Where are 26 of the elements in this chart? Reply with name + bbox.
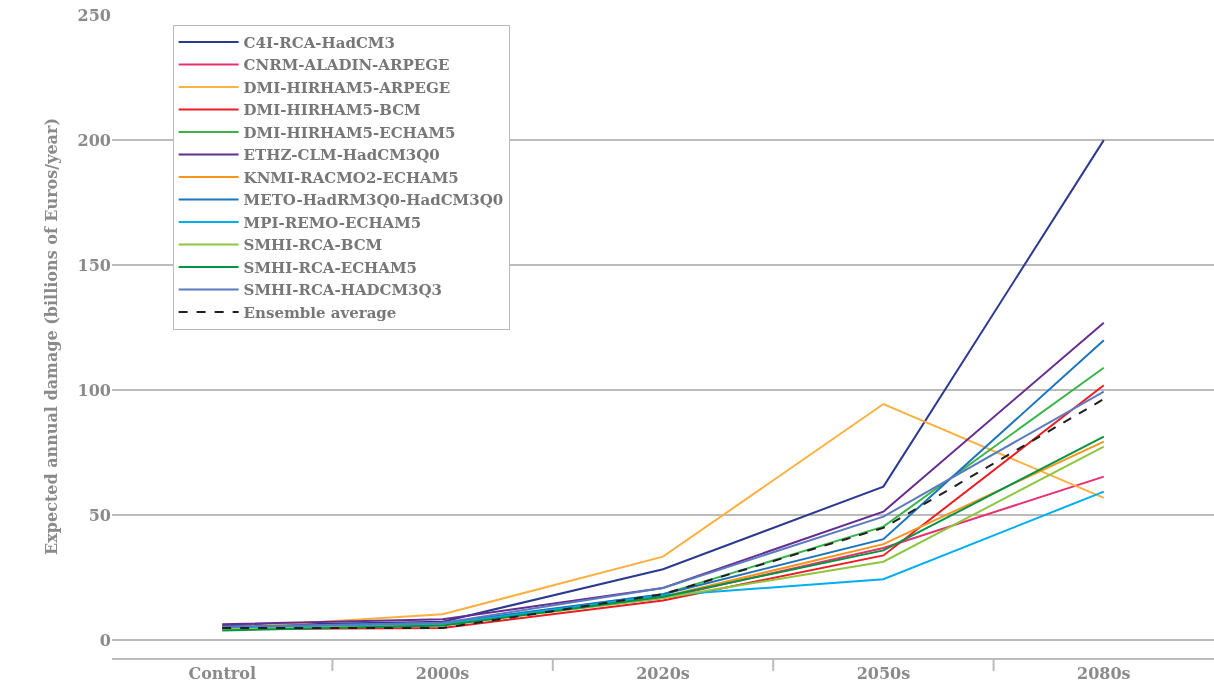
x-tick-label: 2000s xyxy=(415,664,470,684)
y-axis-title: Expected annual damage (billions of Euros/year) xyxy=(42,118,62,555)
legend-label: METO-HadRM3Q0-HadCM3Q0 xyxy=(243,191,504,210)
legend-label: DMI-HIRHAM5-BCM xyxy=(243,101,421,120)
legend-label: CNRM-ALADIN-ARPEGE xyxy=(243,56,450,75)
legend-label: SMHI-RCA-BCM xyxy=(243,236,383,255)
legend-label: Ensemble average xyxy=(243,303,397,322)
legend-label: DMI-HIRHAM5-ARPEGE xyxy=(243,78,451,97)
legend-label: SMHI-RCA-ECHAM5 xyxy=(243,258,417,277)
legend-label: SMHI-RCA-HADCM3Q3 xyxy=(243,281,443,300)
y-tick-label: 150 xyxy=(77,255,111,275)
legend-label: MPI-REMO-ECHAM5 xyxy=(243,213,422,232)
line-series xyxy=(221,139,1105,627)
x-tick-label: 2050s xyxy=(856,664,911,684)
legend-label: ETHZ-CLM-HadCM3Q0 xyxy=(243,146,440,165)
legend-label: DMI-HIRHAM5-ECHAM5 xyxy=(243,123,456,142)
y-tick-label: 50 xyxy=(88,505,111,525)
x-tick-label: Control xyxy=(188,664,256,684)
legend-label: KNMI-RACMO2-ECHAM5 xyxy=(243,168,459,187)
y-tick-label: 200 xyxy=(77,130,111,150)
x-tick-label: 2080s xyxy=(1077,664,1131,684)
y-tick-label: 0 xyxy=(99,631,111,651)
y-tick-label: 250 xyxy=(77,5,111,25)
y-tick-label: 100 xyxy=(77,380,111,400)
x-tick-label: 2020s xyxy=(636,664,690,684)
legend-label: C4I-RCA-HadCM3 xyxy=(243,33,395,52)
